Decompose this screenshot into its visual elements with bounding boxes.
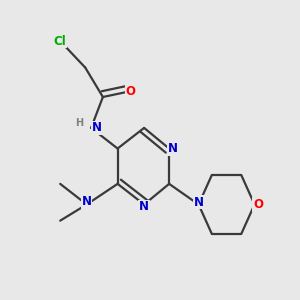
Text: N: N xyxy=(82,195,92,208)
Text: O: O xyxy=(253,198,263,211)
Text: N: N xyxy=(139,200,149,213)
Text: N: N xyxy=(194,196,204,208)
Text: H: H xyxy=(75,118,83,128)
Text: N: N xyxy=(92,122,101,134)
Text: Cl: Cl xyxy=(54,34,67,48)
Text: N: N xyxy=(168,142,178,155)
Text: O: O xyxy=(126,85,136,98)
